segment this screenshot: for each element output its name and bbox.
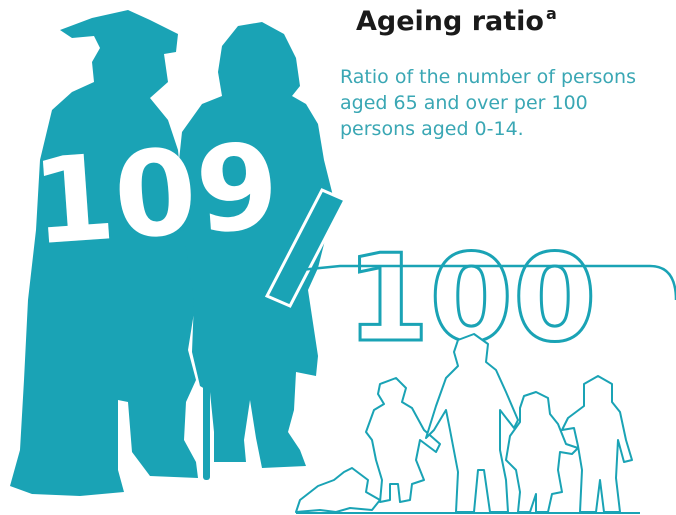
ratio-slash — [264, 188, 348, 308]
walking-cane — [203, 330, 210, 480]
elderly-man-silhouette — [10, 10, 198, 496]
description-line-1: Ratio of the number of persons — [340, 66, 636, 88]
girl-left-outline — [365, 377, 441, 503]
crawling-baby-outline — [295, 467, 381, 513]
description-line-3: persons aged 0-14. — [340, 118, 524, 140]
page-title: Ageing ratio a — [356, 4, 557, 37]
boy-right-outline — [561, 375, 633, 513]
elderly-couple-silhouette-icon — [10, 10, 334, 496]
boy-center-outline — [425, 333, 519, 513]
elderly-woman-silhouette — [178, 22, 334, 468]
children-outline-icon — [295, 333, 633, 513]
elderly-count-number: 109 — [28, 117, 283, 272]
title-footnote-marker: a — [546, 4, 557, 23]
description-line-2: aged 65 and over per 100 — [340, 92, 588, 114]
title-text: Ageing ratio — [356, 6, 544, 37]
girl-bun-outline — [505, 391, 579, 513]
ratio-description: Ratio of the number of persons aged 65 a… — [340, 64, 676, 142]
